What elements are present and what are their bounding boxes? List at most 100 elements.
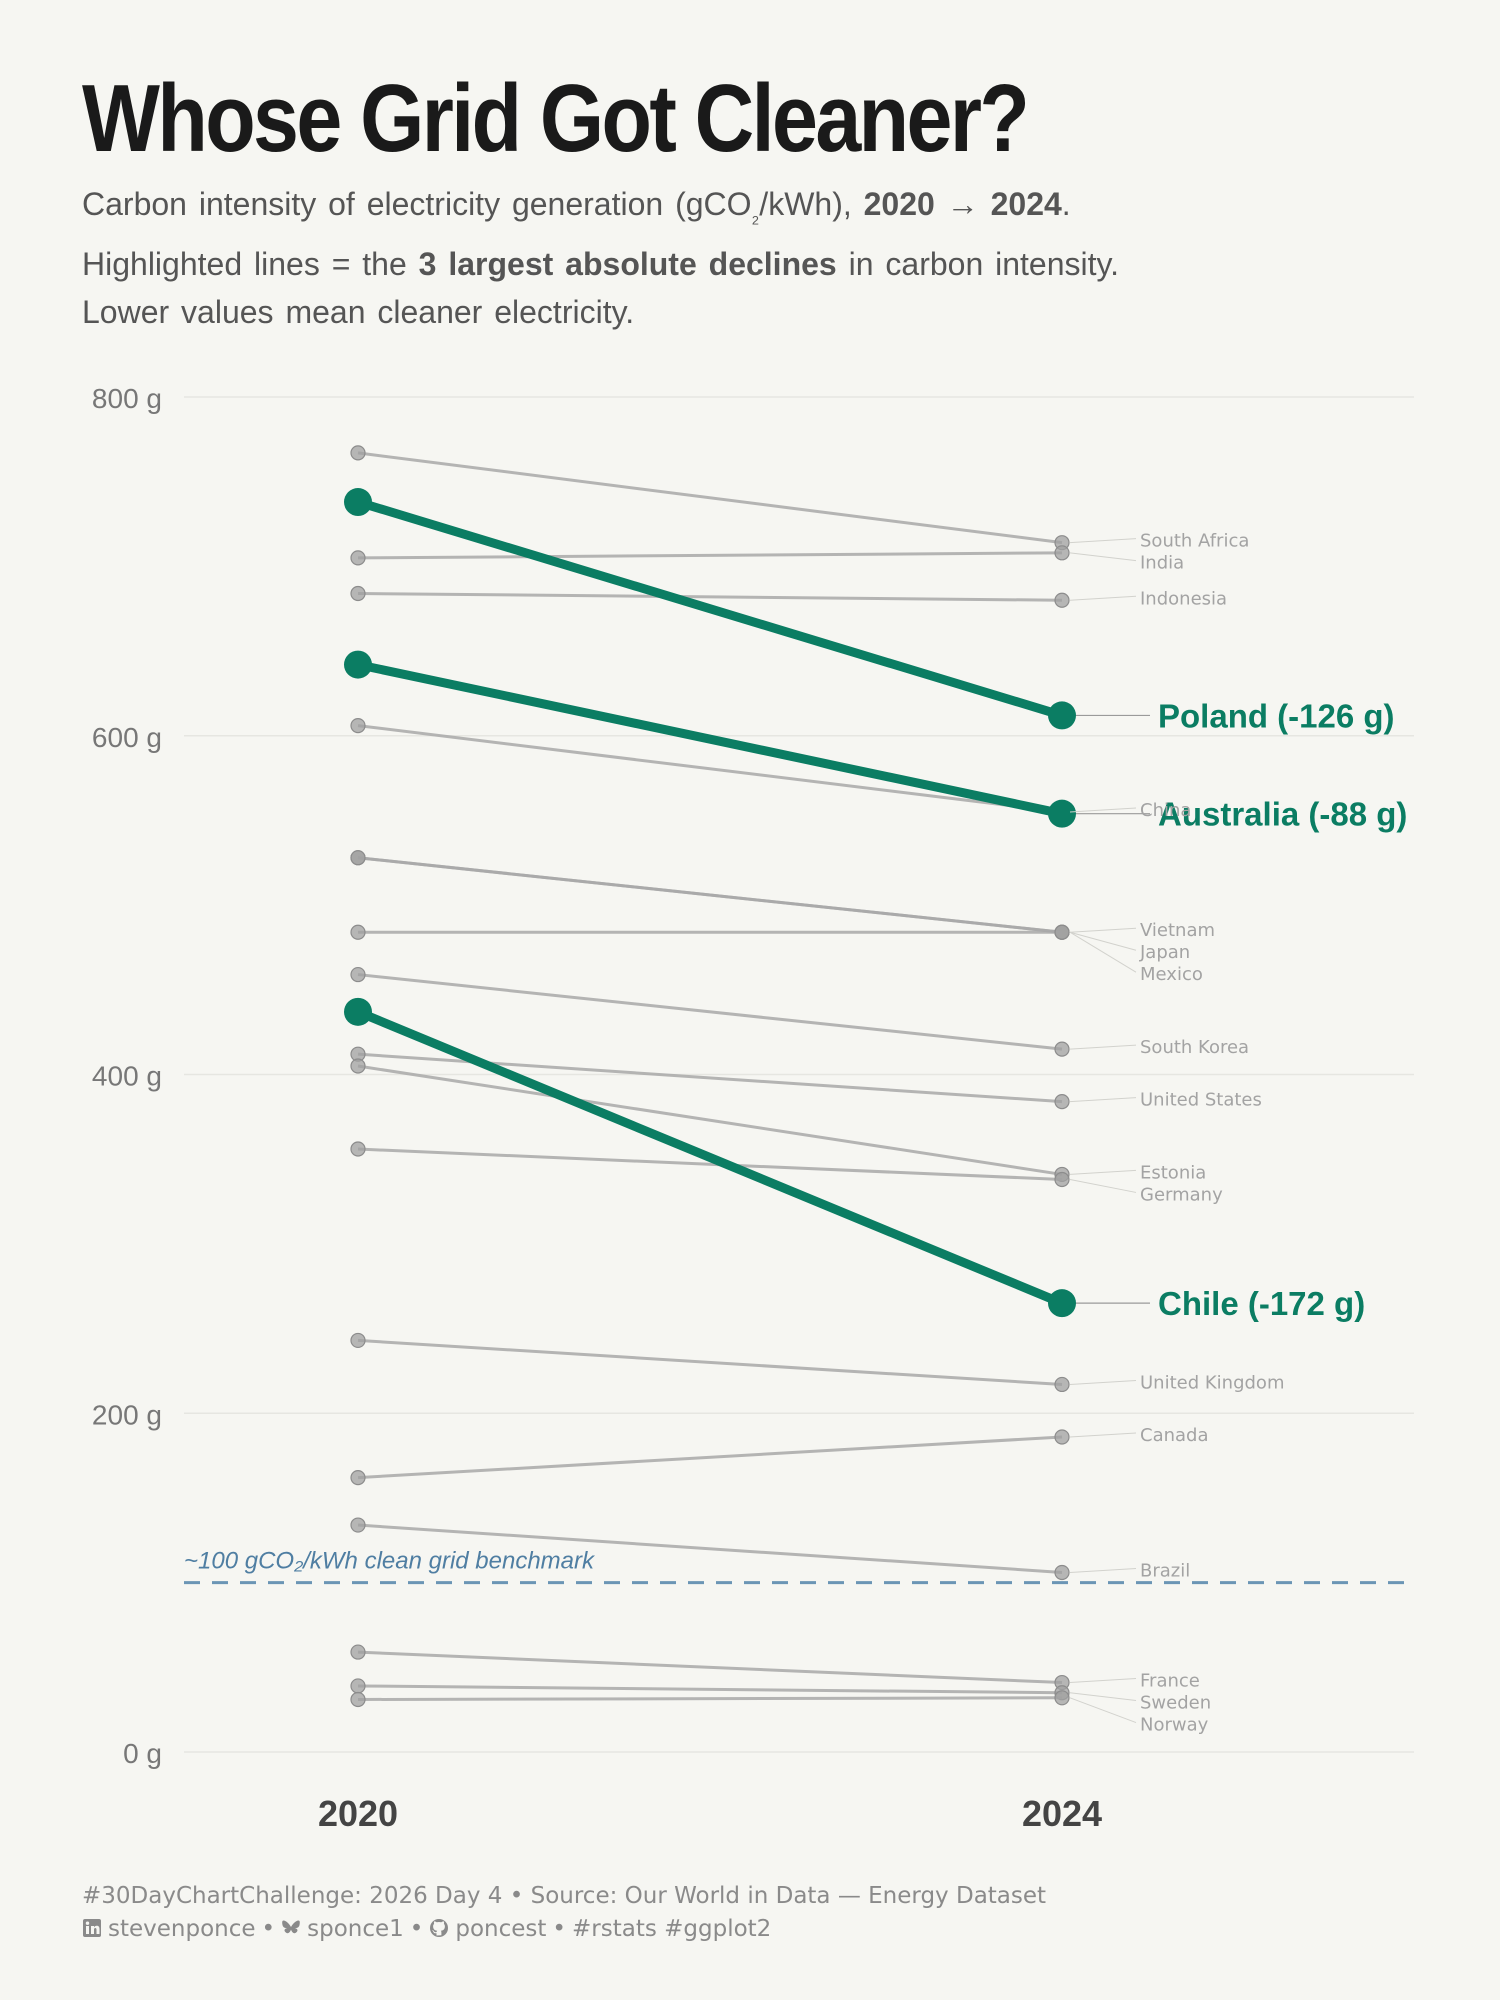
label-leader: [1069, 1379, 1137, 1385]
series-line-united-kingdom: [357, 1338, 1063, 1386]
series-line-sweden: [357, 1684, 1063, 1695]
y-tick-label: 600 g: [92, 722, 162, 753]
slope-chart: 0 g 200 g 400 g 600 g 800 g ~100 gCO₂/kWh cl…: [92, 383, 1414, 1834]
point-2020: [350, 1058, 366, 1074]
label-leader: [1069, 927, 1137, 933]
point-2024: [1054, 545, 1070, 561]
point-2024: [1054, 1690, 1070, 1706]
point-2020: [350, 1141, 366, 1157]
highlighted-series: [344, 488, 1076, 1318]
subtitle-line-1: Carbon intensity of electricity generati…: [82, 180, 1442, 240]
caption-social: stevenponce • sponce1 • poncest • #rstats #ggp…: [82, 1913, 1046, 1946]
label-leader: [1069, 807, 1137, 813]
series-line-india: [357, 551, 1063, 560]
y-axis: 0 g 200 g 400 g 600 g 800 g: [92, 383, 162, 1769]
point-2020: [344, 650, 372, 679]
label-leader: [1069, 1179, 1137, 1193]
point-2020: [350, 924, 366, 940]
gridlines: [184, 396, 1414, 1753]
label-leader: [1069, 1432, 1137, 1438]
series-line-south-africa: [357, 451, 1063, 545]
point-2020: [350, 585, 366, 602]
caption-github[interactable]: poncest: [455, 1916, 547, 1942]
background-series: [350, 445, 1070, 1708]
series-label: Mexico: [1140, 964, 1203, 985]
caption-linkedin[interactable]: stevenponce: [108, 1916, 256, 1942]
series-line-brazil: [357, 1523, 1063, 1574]
linkedin-icon: [83, 1919, 101, 1937]
subtitle-subscript: ₂: [751, 205, 760, 228]
point-2020: [350, 1678, 366, 1694]
series-line-japan: [357, 856, 1063, 934]
subtitle-emphasis: 3 largest absolute declines: [418, 246, 837, 283]
x-tick-label-2024: 2024: [1022, 1793, 1102, 1834]
label-leader: [1069, 538, 1137, 544]
point-2024: [1048, 701, 1076, 730]
caption-bullet: •: [409, 1916, 424, 1942]
subtitle-line-3: Lower values mean cleaner electricity.: [82, 294, 635, 331]
series-label: United Kingdom: [1140, 1372, 1284, 1393]
series-line-germany: [357, 1147, 1063, 1182]
series-label: United States: [1140, 1090, 1262, 1111]
label-leader: [1069, 1697, 1137, 1724]
series-line-australia: [353, 660, 1067, 819]
caption-bullet: •: [552, 1916, 566, 1942]
point-2020: [350, 850, 366, 866]
series-line-indonesia: [357, 591, 1063, 602]
series-line-estonia: [357, 1064, 1063, 1176]
label-leader: [1069, 1692, 1137, 1702]
point-2020: [344, 488, 372, 517]
subtitle-text: Carbon intensity of electricity generati…: [82, 186, 752, 222]
series-label: Canada: [1140, 1425, 1209, 1446]
point-2024: [1054, 1429, 1070, 1445]
subtitle-line-2: Highlighted lines = the 3 largest absolu…: [82, 240, 1442, 288]
series-label: Sweden: [1140, 1693, 1211, 1714]
series-line-china: [357, 724, 1063, 814]
series-label: Japan: [1139, 942, 1190, 963]
series-label: South Africa: [1140, 531, 1249, 552]
caption-bluesky[interactable]: sponce1: [307, 1916, 404, 1942]
point-2024: [1054, 1093, 1070, 1110]
label-leader: [1069, 931, 1137, 973]
point-2024: [1054, 1041, 1070, 1057]
series-line-france: [357, 1650, 1063, 1685]
caption-tags: #rstats #ggplot2: [572, 1916, 772, 1942]
point-2020: [350, 1332, 366, 1349]
series-label: Norway: [1140, 1715, 1209, 1736]
point-2020: [344, 997, 372, 1026]
label-leader: [1069, 1678, 1137, 1684]
benchmark: ~100 gCO₂/kWh clean grid benchmark: [184, 1548, 1414, 1585]
point-2024: [1054, 592, 1070, 608]
github-icon: [430, 1919, 449, 1937]
series-line-norway: [357, 1696, 1063, 1701]
point-2020: [350, 1470, 366, 1486]
label-leader: [1069, 552, 1137, 562]
point-2024: [1048, 1289, 1076, 1318]
label-leader: [1069, 595, 1137, 601]
subtitle-year-to: 2024: [990, 186, 1062, 222]
point-2020: [350, 1691, 366, 1708]
bluesky-butterfly-icon: [282, 1920, 300, 1934]
label-leader: [1069, 1169, 1137, 1175]
subtitle-text: /kWh),: [759, 186, 864, 222]
y-tick-label: 800 g: [92, 383, 162, 414]
caption-source: #30DayChartChallenge: 2026 Day 4 • Sourc…: [82, 1883, 1047, 1909]
series-label-highlight: Australia (-88 g): [1158, 796, 1407, 833]
subtitle-text: Highlighted lines = the: [82, 246, 419, 283]
series-label: India: [1140, 553, 1184, 574]
subtitle-year-from: 2020: [863, 186, 935, 222]
series-line-chile: [353, 1007, 1067, 1308]
point-2024: [1054, 1376, 1070, 1393]
subtitle-arrow: →: [934, 186, 991, 222]
series-line-south-korea: [357, 973, 1063, 1051]
label-leader: [1069, 931, 1137, 951]
series-label: Vietnam: [1140, 920, 1215, 941]
caption-bullet: •: [261, 1916, 276, 1942]
y-tick-label: 200 g: [92, 1399, 162, 1430]
series-label: Brazil: [1140, 1560, 1190, 1581]
point-2020: [350, 717, 366, 734]
series-label: Estonia: [1140, 1162, 1206, 1183]
series-line-poland: [353, 497, 1067, 720]
point-2020: [350, 1644, 366, 1660]
chart-subtitle: Carbon intensity of electricity generati…: [82, 180, 1442, 336]
